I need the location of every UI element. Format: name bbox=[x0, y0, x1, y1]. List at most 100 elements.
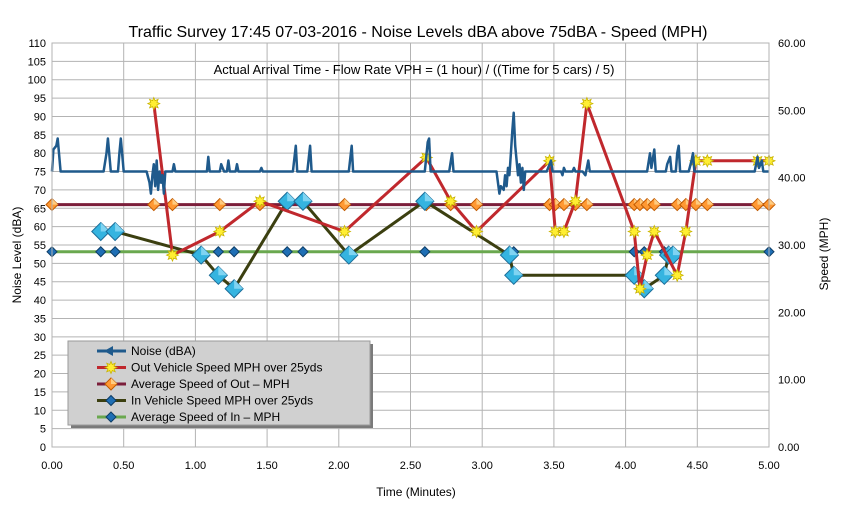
plot-frame bbox=[51, 42, 770, 448]
data-point-shine bbox=[769, 198, 775, 205]
legend-item: Noise (dBA) bbox=[97, 344, 196, 358]
legend-item: Average Speed of In – MPH bbox=[97, 410, 280, 424]
data-point bbox=[146, 96, 161, 111]
y-tick-label: 70 bbox=[34, 185, 46, 197]
y2-tick-label: 20.00 bbox=[778, 307, 806, 319]
data-point-shine bbox=[172, 198, 179, 205]
x-tick-label: 4.50 bbox=[687, 460, 708, 472]
x-tick-label: 2.50 bbox=[400, 460, 421, 472]
data-point bbox=[212, 246, 225, 258]
data-point-shine bbox=[52, 198, 58, 205]
data-point-shine bbox=[234, 279, 244, 289]
data-point-shine bbox=[563, 198, 570, 205]
y-tick-label: 10 bbox=[34, 405, 46, 417]
data-point-shine bbox=[476, 198, 483, 205]
y-tick-label: 45 bbox=[34, 277, 46, 289]
y-tick-label: 65 bbox=[34, 203, 46, 215]
data-point-shine bbox=[287, 192, 297, 202]
y2-tick-label: 60.00 bbox=[778, 38, 806, 50]
series-layer bbox=[45, 96, 777, 299]
data-point bbox=[700, 153, 715, 168]
data-point bbox=[469, 224, 484, 239]
y-tick-label: 5 bbox=[40, 424, 46, 436]
legend-item: In Vehicle Speed MPH over 25yds bbox=[97, 394, 313, 408]
y-tick-label: 25 bbox=[34, 350, 46, 362]
y2-axis-label: Speed (MPH) bbox=[817, 218, 831, 291]
y-tick-label: 100 bbox=[28, 75, 46, 87]
data-point-shine bbox=[344, 198, 351, 205]
legend-label: Out Vehicle Speed MPH over 25yds bbox=[131, 361, 322, 375]
data-point bbox=[165, 248, 180, 263]
y-tick-label: 95 bbox=[34, 93, 46, 105]
axes: 0 5 10 15 20 25 30 35 40 45 50 55 60 65 70 75 80 85 90 95 10… bbox=[28, 38, 806, 472]
data-point-shine bbox=[115, 222, 125, 232]
series-line bbox=[50, 111, 769, 195]
y-tick-label: 85 bbox=[34, 130, 46, 142]
y2-tick-label: 0.00 bbox=[778, 442, 799, 454]
x-tick-label: 5.00 bbox=[758, 460, 779, 472]
x-tick-label: 3.50 bbox=[543, 460, 564, 472]
data-point bbox=[281, 246, 293, 258]
x-tick-label: 3.00 bbox=[471, 460, 492, 472]
y2-tick-label: 10.00 bbox=[778, 375, 806, 387]
legend: Noise (dBA) Out Vehicle Speed MPH over 25… bbox=[67, 340, 373, 428]
data-point bbox=[419, 246, 431, 258]
legend-marker bbox=[105, 411, 117, 423]
data-point-shine bbox=[707, 198, 714, 205]
data-point-shine bbox=[153, 198, 160, 205]
data-point-shine bbox=[695, 198, 702, 205]
data-point bbox=[252, 194, 267, 209]
y-tick-label: 15 bbox=[34, 387, 46, 399]
data-point bbox=[337, 224, 352, 239]
data-point-shine bbox=[586, 198, 593, 205]
legend-arrow-icon bbox=[104, 346, 113, 356]
legend-item: Out Vehicle Speed MPH over 25yds bbox=[97, 360, 322, 375]
y-tick-label: 55 bbox=[34, 240, 46, 252]
data-point-shine bbox=[302, 192, 312, 202]
legend-label: Average Speed of In – MPH bbox=[131, 410, 280, 424]
y-tick-label: 90 bbox=[34, 111, 46, 123]
data-point-shine bbox=[757, 198, 764, 205]
y2-tick-label: 40.00 bbox=[778, 173, 806, 185]
data-point bbox=[212, 224, 227, 239]
y-tick-label: 20 bbox=[34, 369, 46, 381]
data-point-shine bbox=[654, 198, 661, 205]
legend-label: In Vehicle Speed MPH over 25yds bbox=[131, 394, 313, 408]
y-tick-label: 50 bbox=[34, 258, 46, 270]
y-tick-label: 75 bbox=[34, 167, 46, 179]
y-tick-label: 60 bbox=[34, 222, 46, 234]
data-point-shine bbox=[100, 222, 110, 232]
chart-subtitle: Actual Arrival Time - Flow Rate VPH = (1… bbox=[214, 62, 615, 77]
data-point bbox=[678, 224, 693, 239]
data-point bbox=[647, 224, 662, 239]
y-tick-label: 80 bbox=[34, 148, 46, 160]
x-tick-label: 0.50 bbox=[113, 460, 134, 472]
data-point bbox=[670, 268, 685, 283]
data-point-shine bbox=[509, 246, 519, 256]
x-axis-label: Time (Minutes) bbox=[376, 485, 456, 499]
x-tick-label: 1.50 bbox=[256, 460, 277, 472]
series-0 bbox=[50, 111, 769, 195]
data-point-shine bbox=[513, 266, 523, 276]
y-tick-label: 0 bbox=[40, 442, 46, 454]
x-tick-label: 1.00 bbox=[185, 460, 206, 472]
data-point-shine bbox=[664, 266, 674, 276]
y2-tick-label: 30.00 bbox=[778, 240, 806, 252]
legend-marker-shine bbox=[111, 378, 117, 384]
x-tick-label: 4.00 bbox=[615, 460, 636, 472]
data-point bbox=[109, 246, 121, 258]
y-tick-label: 40 bbox=[34, 295, 46, 307]
data-point bbox=[443, 194, 458, 209]
y-tick-label: 110 bbox=[28, 38, 46, 50]
legend-label: Average Speed of Out – MPH bbox=[131, 377, 290, 391]
data-point bbox=[632, 281, 647, 296]
legend-marker bbox=[103, 360, 119, 375]
x-tick-label: 2.00 bbox=[328, 460, 349, 472]
data-point-shine bbox=[219, 198, 226, 205]
data-point-shine bbox=[672, 246, 682, 256]
x-tick-label: 0.00 bbox=[41, 460, 62, 472]
legend-label: Noise (dBA) bbox=[131, 344, 196, 358]
data-point bbox=[95, 246, 107, 258]
y-tick-label: 35 bbox=[34, 313, 46, 325]
